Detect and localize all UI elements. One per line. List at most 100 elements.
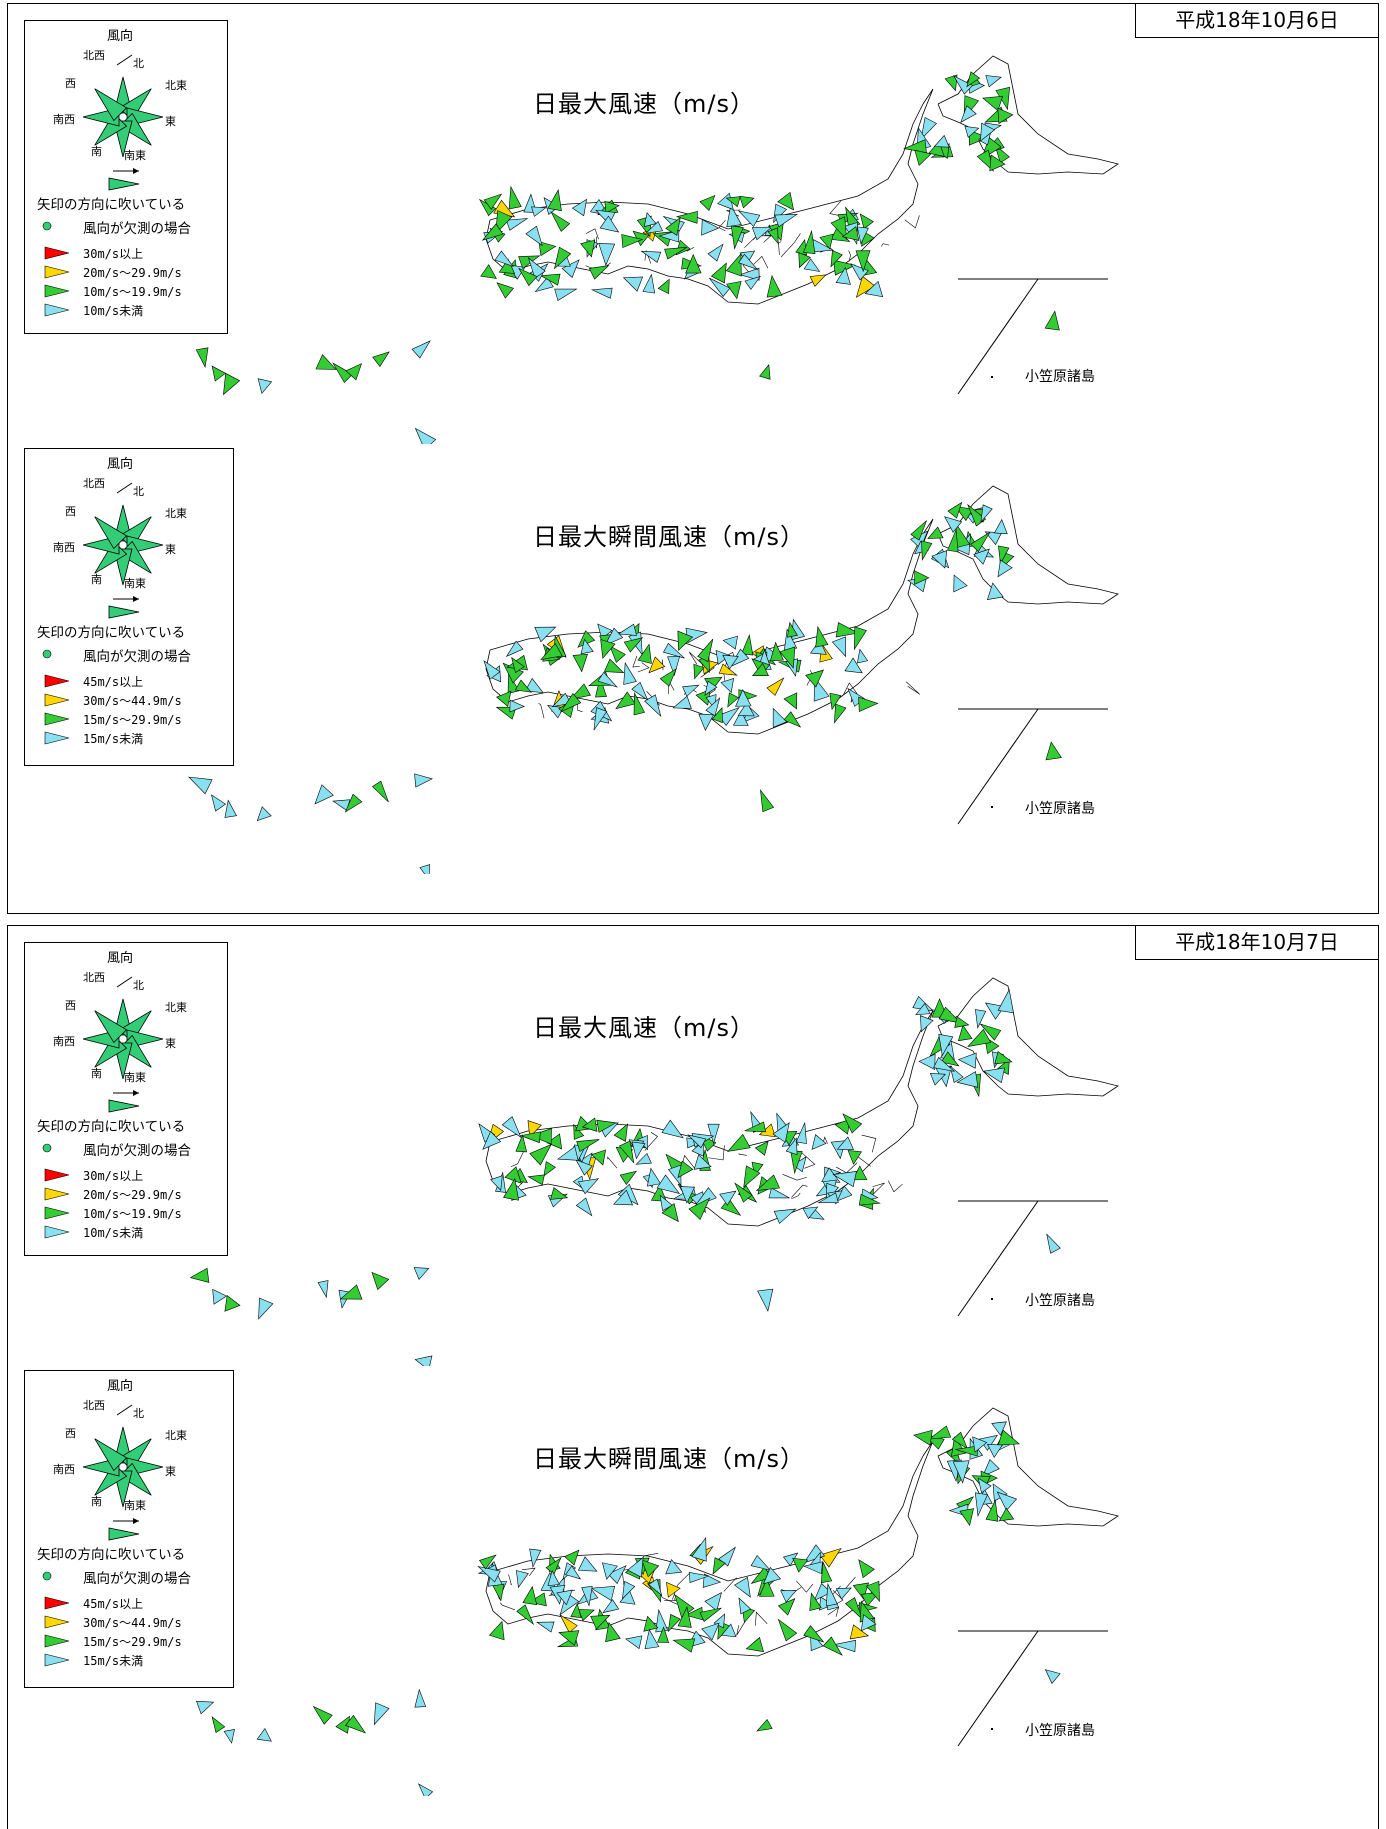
direction-label-se: 南東 xyxy=(124,149,146,162)
wind-arrow xyxy=(496,690,512,707)
wind-arrow xyxy=(972,1436,988,1453)
wind-arrow xyxy=(710,262,727,284)
wind-arrow xyxy=(578,1609,595,1622)
class-label: 45m/s以上 xyxy=(83,675,144,689)
wind-arrow xyxy=(602,1599,620,1614)
wind-arrow xyxy=(414,1355,433,1366)
wind-arrow xyxy=(596,1119,617,1133)
class-label: 15m/s未満 xyxy=(83,732,144,746)
wind-arrow xyxy=(726,280,742,300)
wind-arrow xyxy=(224,1294,241,1312)
direction-label-s: 南 xyxy=(91,1495,102,1508)
wind-arrow xyxy=(345,363,363,381)
wind-arrow xyxy=(1044,1669,1061,1684)
wind-arrow xyxy=(997,559,1013,578)
wind-arrow xyxy=(811,1134,827,1150)
wind-arrow xyxy=(745,1636,764,1653)
wind-arrow xyxy=(372,351,390,368)
wind-arrow xyxy=(852,1582,870,1600)
wind-arrow xyxy=(914,570,930,585)
wind-arrow xyxy=(621,234,644,249)
wind-arrow xyxy=(590,1615,611,1630)
wind-arrow xyxy=(644,1628,660,1650)
wind-rose xyxy=(42,482,164,745)
wind-arrow xyxy=(913,1429,933,1446)
wind-rose xyxy=(42,976,164,1239)
wind-map xyxy=(196,1407,1119,1796)
wind-arrow xyxy=(648,656,666,674)
direction-label-se: 南東 xyxy=(124,1499,146,1512)
direction-label-ne: 北東 xyxy=(165,79,187,92)
wind-arrow xyxy=(613,1189,634,1206)
wind-arrow xyxy=(496,282,515,299)
wind-arrow xyxy=(707,1123,720,1145)
wind-arrow xyxy=(504,1166,522,1184)
wind-arrow xyxy=(570,1602,582,1618)
wind-arrow xyxy=(211,794,227,812)
wind-arrow xyxy=(760,789,775,813)
wind-arrow xyxy=(815,625,829,648)
wind-arrow xyxy=(738,1597,752,1615)
inset-label-ogasawara: 小笠原諸島 xyxy=(1025,1723,1095,1739)
missing-note: 風向が欠測の場合 xyxy=(83,1143,191,1159)
wind-arrow xyxy=(646,1167,662,1187)
wind-map xyxy=(189,977,1119,1366)
wind-arrow xyxy=(819,233,834,250)
wind-arrow xyxy=(914,149,932,166)
direction-label-sw: 南西 xyxy=(53,1463,75,1476)
class-label: 15m/s未満 xyxy=(83,1654,144,1668)
direction-label-n: 北 xyxy=(133,57,144,70)
wind-map xyxy=(195,55,1119,444)
wind-arrow xyxy=(855,275,876,298)
wind-arrow xyxy=(657,278,670,295)
wind-arrow xyxy=(834,703,847,724)
wind-arrow xyxy=(944,516,963,533)
wind-arrow xyxy=(977,1477,992,1494)
wind-arrow xyxy=(498,258,516,274)
wind-arrow xyxy=(315,354,337,370)
wind-arrow xyxy=(817,1192,839,1204)
wind-arrow xyxy=(813,676,830,702)
wind-arrow xyxy=(920,117,937,141)
wind-arrow xyxy=(572,653,588,673)
wind-arrow xyxy=(411,340,431,359)
wind-arrow xyxy=(850,263,869,281)
coastline-hokkaido xyxy=(937,1407,1119,1527)
wind-arrow xyxy=(997,1429,1020,1446)
wind-arrow xyxy=(564,1549,580,1566)
wind-arrow xyxy=(623,637,644,653)
wind-arrow xyxy=(938,1006,962,1024)
wind-arrow xyxy=(975,1009,987,1029)
wind-arrow xyxy=(847,1150,862,1165)
wind-arrow xyxy=(970,531,991,553)
wind-arrow xyxy=(786,621,798,638)
inset-frame xyxy=(957,1630,1108,1747)
class-swatch xyxy=(44,265,70,279)
wind-arrow xyxy=(933,1056,956,1072)
wind-arrow xyxy=(688,1197,711,1220)
wind-arrow xyxy=(511,656,525,674)
wind-arrow xyxy=(783,692,798,710)
wind-arrow xyxy=(973,548,990,565)
wind-arrow xyxy=(726,1133,751,1152)
legend-title: 風向 xyxy=(107,951,134,966)
direction-label-sw: 南西 xyxy=(53,541,75,554)
wind-arrow xyxy=(842,1113,863,1134)
wind-arrow xyxy=(633,691,646,716)
wind-arrow xyxy=(949,1065,964,1083)
wind-arrow xyxy=(588,265,610,280)
wind-arrow xyxy=(860,1614,877,1632)
legend-note: 矢印の方向に吹いている xyxy=(37,197,186,213)
wind-arrow xyxy=(604,627,624,646)
wind-arrow xyxy=(982,95,1003,112)
wind-arrow xyxy=(759,363,771,380)
legend-max-wind: 風向北北東東南東 南 南西 西 北西 矢印の方向に吹いている 風向が欠測の場合 30m/s以上… xyxy=(24,942,228,1256)
wind-arrow xyxy=(711,706,723,724)
wind-arrow xyxy=(777,191,795,211)
wind-arrow xyxy=(547,1570,560,1587)
wind-arrow xyxy=(732,710,749,726)
wind-arrow xyxy=(858,1193,881,1206)
class-label: 20m/s～29.9m/s xyxy=(83,266,182,280)
legend-note: 矢印の方向に吹いている xyxy=(37,1119,186,1135)
wind-arrow xyxy=(558,1630,580,1646)
